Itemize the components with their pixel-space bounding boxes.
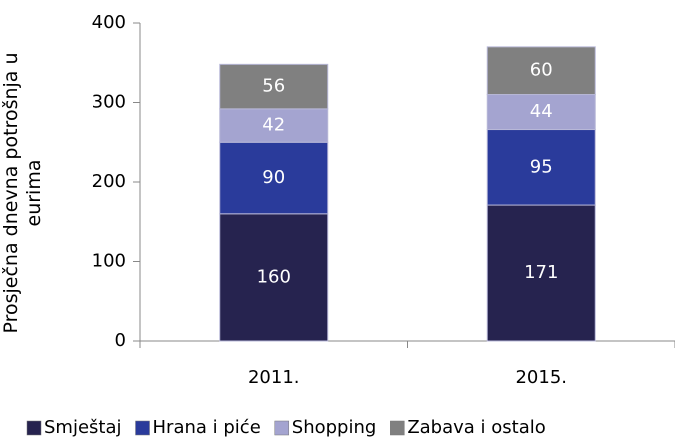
bar-segment <box>219 213 329 342</box>
bar-segment <box>219 63 329 110</box>
data-label: 42 <box>262 115 285 136</box>
x-tick-label: 2015. <box>515 367 567 388</box>
bar-segment <box>486 129 596 206</box>
data-label: 56 <box>262 76 285 97</box>
legend-swatch <box>26 420 42 436</box>
legend-swatch <box>135 420 150 436</box>
y-tick-label: 400 <box>92 12 126 33</box>
y-tick-label: 300 <box>92 92 126 113</box>
legend-label: Hrana i piće <box>153 417 261 438</box>
legend-label: Shopping <box>292 417 377 438</box>
data-label: 160 <box>257 266 291 287</box>
bar-segment <box>486 46 596 96</box>
bar-segment <box>219 141 329 215</box>
data-label: 95 <box>530 156 553 177</box>
legend-label: Zabava i ostalo <box>407 417 545 438</box>
legend-swatch <box>390 420 405 436</box>
y-tick-label: 0 <box>115 330 126 351</box>
y-tick-label: 200 <box>92 171 126 192</box>
legend-label: Smještaj <box>44 417 122 438</box>
data-label: 60 <box>530 60 553 81</box>
y-axis-label: Prosječna dnevna potrošnja u eurima <box>0 52 45 334</box>
bar-segment <box>486 204 596 342</box>
data-label: 171 <box>524 262 558 283</box>
data-label: 44 <box>530 101 553 122</box>
y-tick-label: 100 <box>92 251 126 272</box>
data-label: 90 <box>262 167 285 188</box>
x-tick-label: 2011. <box>248 367 300 388</box>
legend-swatch <box>274 420 290 436</box>
